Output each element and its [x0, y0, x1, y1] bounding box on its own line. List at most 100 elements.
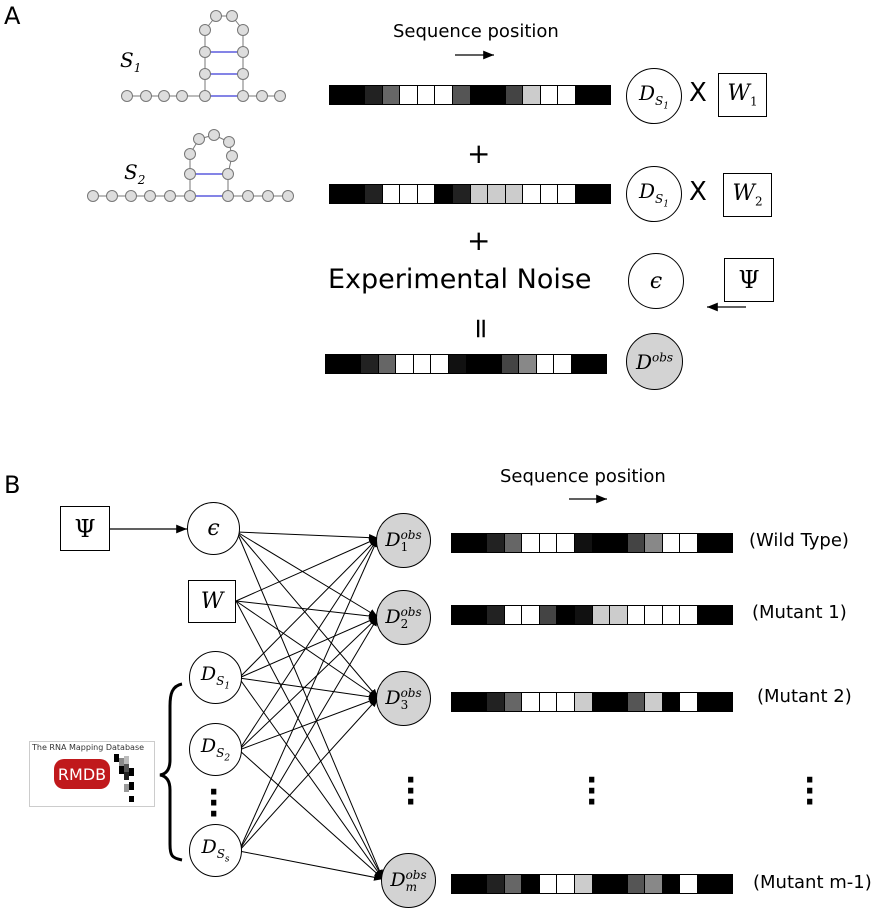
nucleotide	[256, 90, 268, 102]
reactivity-cell	[627, 693, 646, 711]
reactivity-cell	[396, 355, 414, 373]
reactivity-cell	[662, 693, 681, 711]
dependency-edge	[238, 616, 379, 679]
reactivity-cell	[469, 693, 488, 711]
dependency-edge	[235, 537, 379, 602]
times-operator-1: X	[689, 78, 707, 108]
node-d-obs-a: Dobs	[626, 333, 683, 390]
nucleotide	[208, 129, 220, 141]
reactivity-cell	[347, 185, 366, 203]
node-d-s2: DS2	[189, 723, 242, 776]
dependency-edge	[235, 600, 384, 880]
reactivity-cell	[574, 693, 593, 711]
nucleotide	[222, 190, 234, 202]
rmdb-heatmap-icon	[114, 754, 134, 802]
experimental-noise-label: Experimental Noise	[328, 264, 592, 295]
node-d-s1-a: DS1	[626, 68, 682, 124]
reactivity-cell	[435, 86, 453, 104]
reactivity-cell	[610, 534, 628, 552]
dependency-edge	[238, 697, 379, 751]
reactivity-cell	[539, 875, 558, 893]
nucleotide	[237, 46, 249, 58]
reactivity-cell	[452, 606, 470, 624]
reactivity-cell	[592, 606, 611, 624]
dependency-edge	[238, 677, 384, 880]
node-d-ss: DSs	[189, 824, 242, 877]
reactivity-cell	[610, 875, 628, 893]
nucleotide	[87, 190, 99, 202]
reactivity-cell	[574, 534, 593, 552]
reactivity-profile-mutant-2	[451, 692, 733, 712]
plus-operator-2: +	[467, 224, 491, 257]
structure-s1-label: S1	[120, 48, 142, 75]
reactivity-cell	[627, 534, 646, 552]
rmdb-logo: The RNA Mapping Database RMDB	[29, 741, 155, 807]
reactivity-profile-s1	[329, 85, 611, 105]
reactivity-cell	[575, 86, 594, 104]
reactivity-cell	[645, 606, 663, 624]
nucleotide	[199, 46, 211, 58]
node-epsilon-b: ϵ	[187, 502, 240, 555]
reactivity-cell	[557, 875, 575, 893]
reactivity-cell	[488, 185, 506, 203]
nucleotide	[125, 190, 137, 202]
reactivity-cell	[645, 693, 663, 711]
reactivity-cell	[469, 875, 488, 893]
reactivity-cell	[680, 606, 698, 624]
reactivity-cell	[452, 86, 471, 104]
reactivity-cell	[452, 693, 470, 711]
equals-operator: =	[465, 316, 499, 341]
dependency-edge	[236, 531, 379, 699]
reactivity-cell	[417, 86, 436, 104]
reactivity-cell	[435, 185, 453, 203]
reactivity-cell	[523, 185, 541, 203]
reactivity-cell	[487, 534, 505, 552]
reactivity-cell	[680, 693, 698, 711]
dependency-edge	[238, 850, 384, 881]
reactivity-cell	[484, 355, 502, 373]
reactivity-cell	[448, 355, 467, 373]
rmdb-badge: RMDB	[54, 759, 110, 789]
dependency-edge	[238, 537, 379, 852]
reactivity-cell	[470, 185, 489, 203]
nucleotide	[144, 190, 156, 202]
reactivity-profile-observed	[325, 354, 607, 374]
reactivity-cell	[466, 355, 485, 373]
reactivity-cell	[330, 185, 348, 203]
reactivity-cell	[522, 606, 540, 624]
reactivity-cell	[505, 185, 524, 203]
nucleotide	[184, 190, 196, 202]
dependency-edge	[238, 677, 379, 701]
nucleotide	[164, 190, 176, 202]
reactivity-cell	[361, 355, 379, 373]
node-epsilon-a: ϵ	[628, 253, 684, 309]
reactivity-cell	[589, 355, 606, 373]
reactivity-cell	[522, 875, 540, 893]
reactivity-cell	[662, 534, 681, 552]
reactivity-cell	[400, 185, 418, 203]
reactivity-cell	[697, 693, 716, 711]
reactivity-cell	[539, 606, 558, 624]
reactivity-cell	[330, 86, 348, 104]
reactivity-cell	[662, 875, 681, 893]
nucleotide	[199, 68, 211, 80]
reactivity-cell	[365, 185, 383, 203]
reactivity-cell	[501, 355, 520, 373]
reactivity-profile-s2	[329, 184, 611, 204]
reactivity-cell	[557, 534, 575, 552]
reactivity-cell	[487, 693, 505, 711]
node-d-s1: DS1	[189, 651, 242, 704]
labels-ellipsis: · · ·	[804, 763, 816, 820]
reactivity-cell	[343, 355, 362, 373]
nucleotide	[199, 90, 211, 102]
reactivity-cell	[715, 606, 732, 624]
reactivity-cell	[326, 355, 344, 373]
sequence-position-label-b: Sequence position	[500, 466, 666, 487]
dependency-edge	[236, 531, 379, 542]
reactivity-profile-mutant-m-1	[451, 874, 733, 894]
row-label-mutant-1: (Mutant 1)	[752, 602, 847, 623]
nucleotide	[121, 90, 133, 102]
